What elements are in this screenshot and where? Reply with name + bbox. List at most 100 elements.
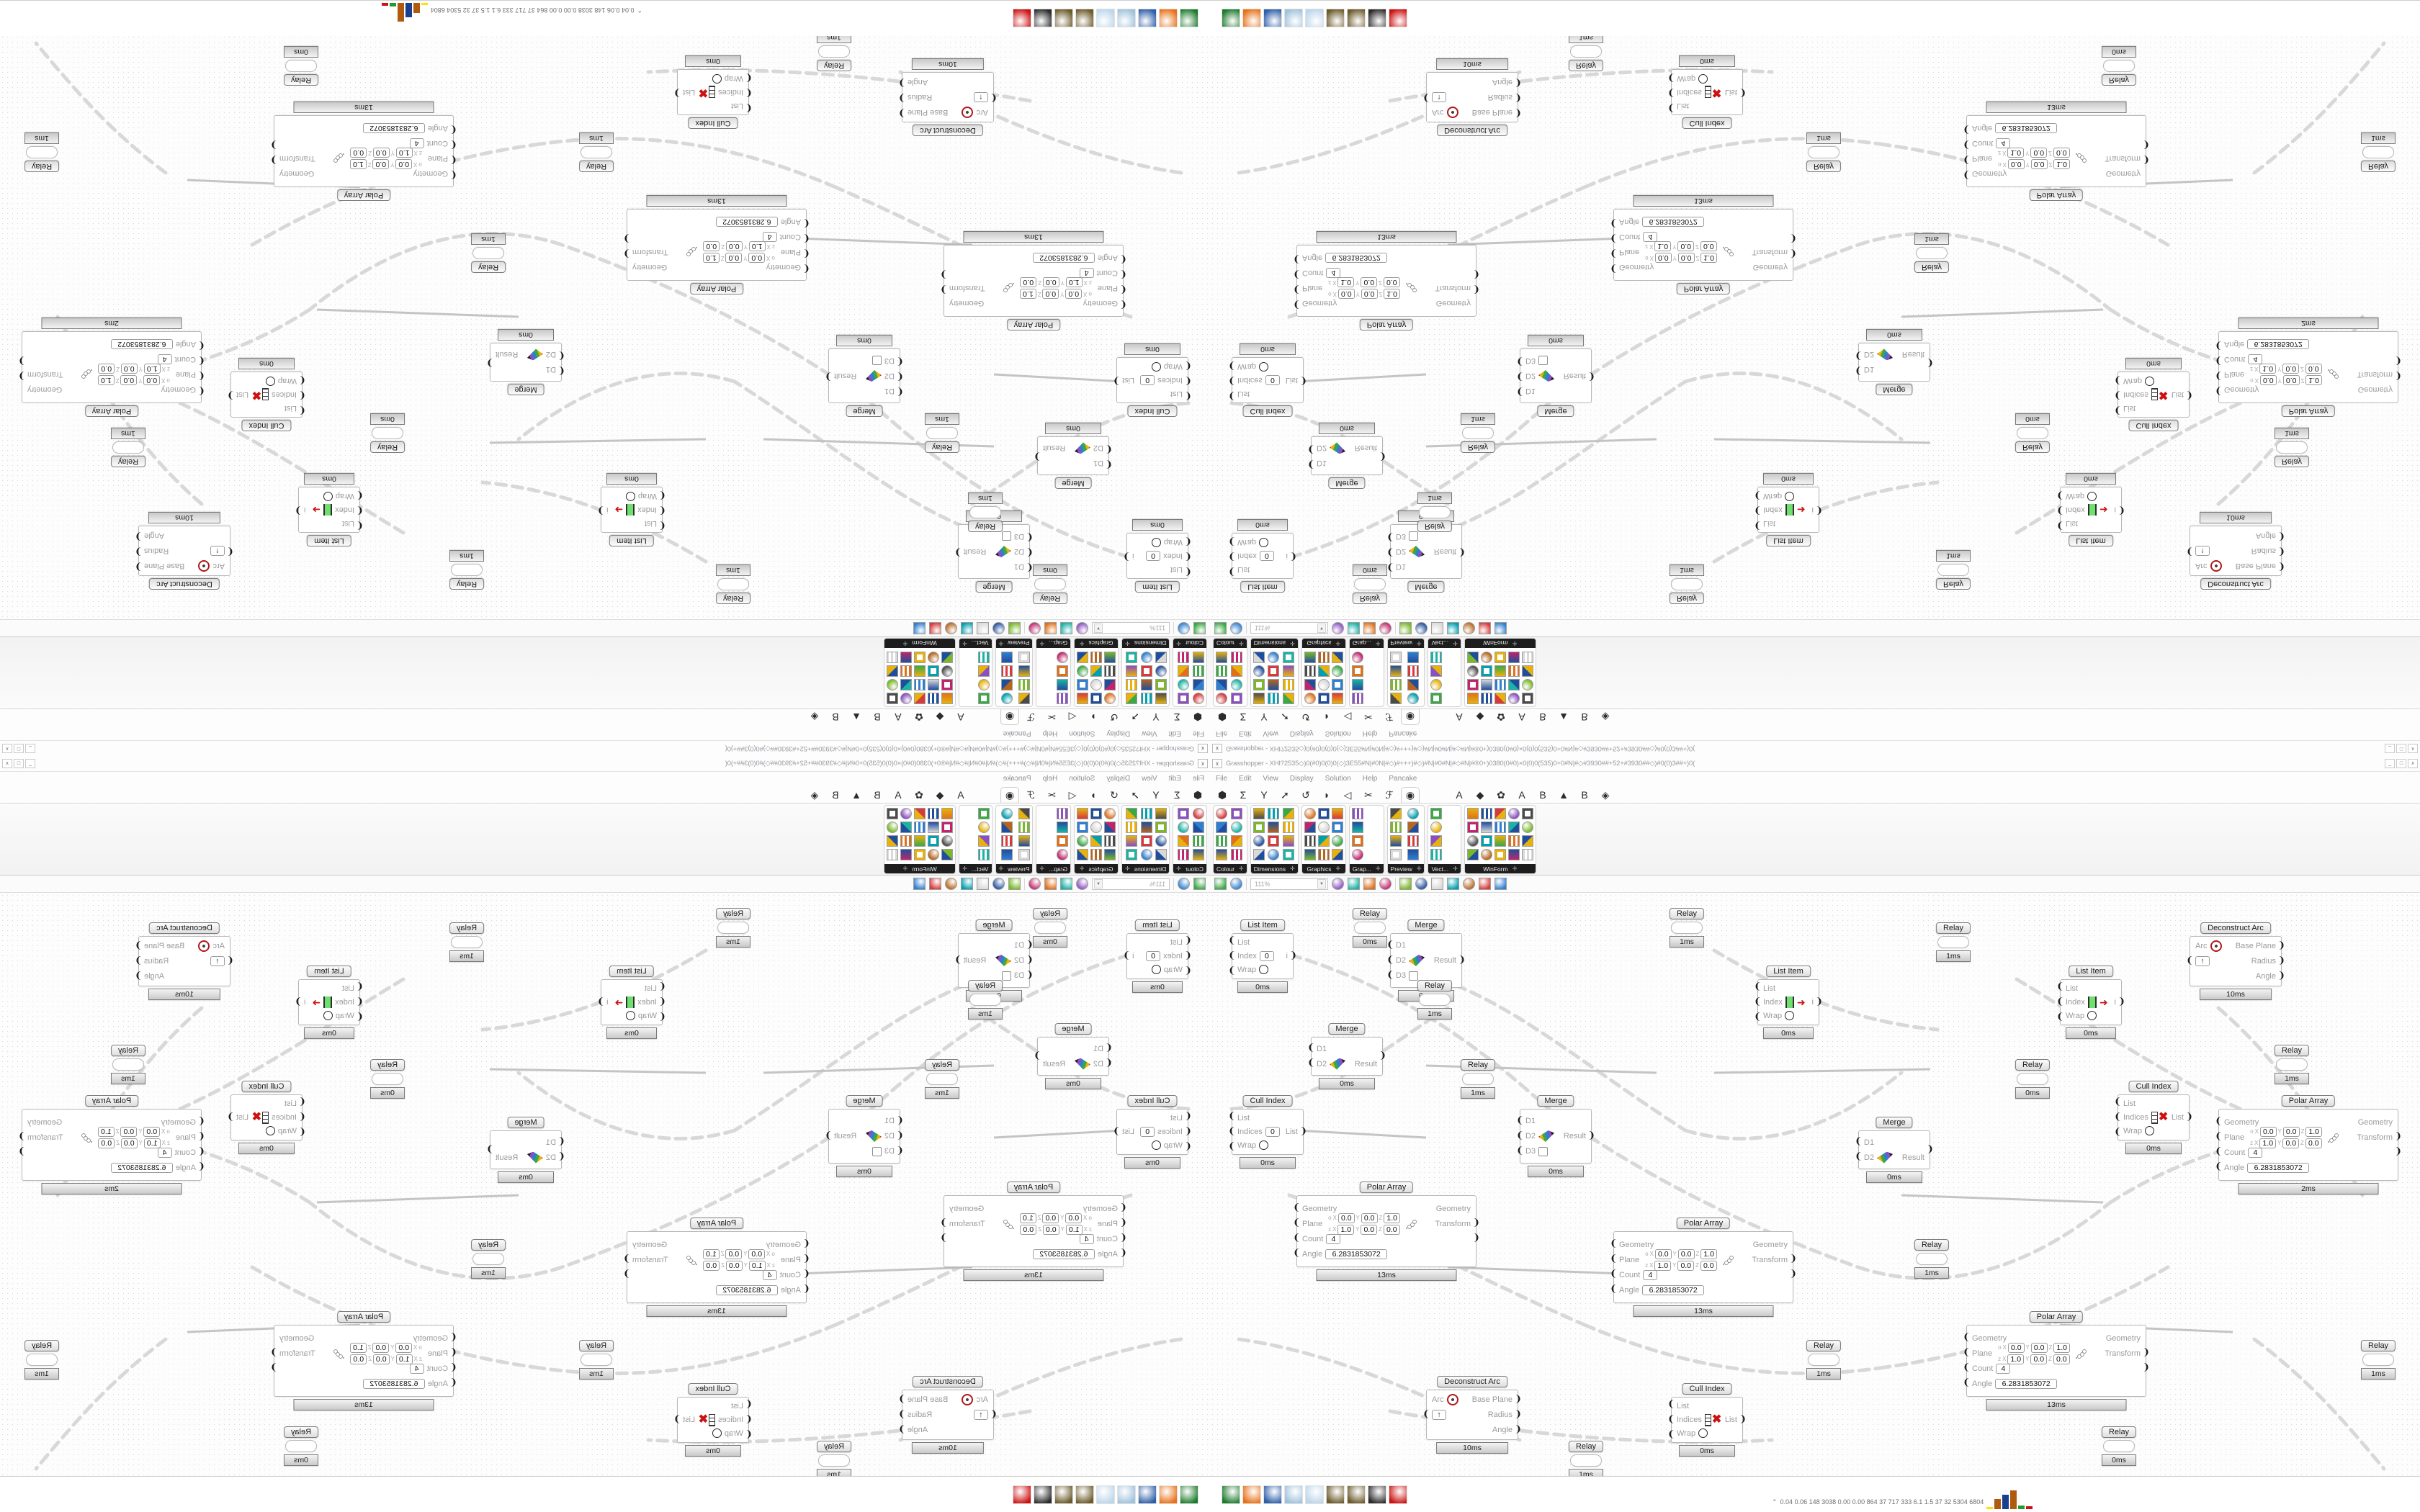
panel-label[interactable]: Colour ✛ <box>1173 639 1206 648</box>
component-caption[interactable]: Merge <box>1054 477 1092 489</box>
ribbon-kangaroo-tab[interactable]: ◈ <box>810 788 819 801</box>
gh-relay-relay-1-0[interactable]: Relay 0ms <box>1032 564 1068 604</box>
balloon-icon[interactable] <box>1479 622 1491 634</box>
taskbar-item-script-icon[interactable] <box>1284 1485 1303 1504</box>
ribbon-image-tab[interactable]: ▲ <box>851 711 861 723</box>
boolean-toggle[interactable] <box>1259 1140 1269 1151</box>
component-caption[interactable]: Merge <box>846 405 883 417</box>
output-port[interactable]: ❩ <box>2277 940 2285 951</box>
output-port[interactable]: ❩ <box>2394 1131 2402 1142</box>
gh-component-polar-array-4[interactable]: Polar Array Geometry Geometry Plane o X 0.0 Y 0.… <box>270 1311 457 1410</box>
output-port[interactable]: ❩ <box>1379 1050 1386 1061</box>
gh-relay-relay-4-7[interactable]: Relay 1ms <box>470 1239 506 1279</box>
maximize-button[interactable]: □ <box>2396 759 2406 768</box>
output-port[interactable]: ❩ <box>270 154 278 165</box>
input-port[interactable]: ❨ <box>802 248 810 258</box>
relay-caption[interactable]: Relay <box>449 922 485 934</box>
panel-label[interactable]: Preview ✛ <box>1387 639 1425 648</box>
component-body[interactable]: D1 D2 Result ❨ ❨ ❩ <box>1034 436 1113 475</box>
bake-icon[interactable] <box>1363 622 1376 634</box>
output-port[interactable]: ❩ <box>1299 375 1307 387</box>
menu-item-pancake[interactable]: Pancake <box>1389 774 1417 783</box>
value-field[interactable]: 0 <box>1259 551 1274 561</box>
component-caption[interactable]: Merge <box>1537 1095 1574 1107</box>
component-caption[interactable]: Merge <box>507 384 544 395</box>
plane-value[interactable]: 1.0 <box>1384 1212 1400 1223</box>
boolean-toggle[interactable] <box>2145 1126 2155 1136</box>
panel-expand-icon[interactable]: ✛ <box>1512 865 1518 872</box>
input-port[interactable]: ❨ <box>802 1254 810 1264</box>
relay-pill[interactable] <box>1570 1454 1602 1467</box>
panel-label[interactable]: Vect... ✛ <box>959 639 992 648</box>
ribbon-tab-strip[interactable]: ⬢ Σ Y ➚ ↺ ◗ ◁ ✂ ℱ ◉ A ◆ ✿ A B ▲ B ◈ <box>0 785 1210 804</box>
relay-caption[interactable]: Relay <box>24 1340 60 1351</box>
taskbar-item-script-icon[interactable] <box>1284 9 1303 28</box>
gh-component-list-item-2[interactable]: List Item List Index ➜ i Wrap ❨ ❨ ❨ ❩ 0ms <box>1754 966 1823 1039</box>
relay-pill[interactable] <box>818 45 850 58</box>
output-port[interactable]: ❩ <box>673 87 681 99</box>
gh-component-cull-index-1-b[interactable]: Cull Index List Indices ✖ List Wrap ❨ ❨ ❨ ❩ 0ms <box>2114 358 2193 431</box>
output-port[interactable]: ❩ <box>18 355 26 366</box>
value-field[interactable]: 0 <box>1146 551 1161 561</box>
relay-pill[interactable] <box>717 578 749 590</box>
ribbon-cloud-tab[interactable]: ✿ <box>915 788 923 801</box>
gh-relay-relay-2-9[interactable]: Relay 1ms <box>816 1441 852 1480</box>
panel-label[interactable]: Vect... ✛ <box>1428 864 1461 873</box>
plane-value[interactable]: 0.0 <box>2030 1354 2048 1364</box>
panel-expand-icon[interactable]: ✛ <box>1335 640 1341 647</box>
component-body[interactable]: Geometry Geometry Plane o X 0.0 Y 0.0 Z 1.0 z X 1.0 Y… <box>18 331 205 403</box>
cluster-icon[interactable] <box>1028 878 1041 890</box>
panel-label[interactable]: WinForm ✛ <box>1464 639 1536 648</box>
component-body[interactable]: Geometry Geometry Plane o X 0.0 Y 0.0 Z 1.0 z X 1.0 Y… <box>1293 1195 1480 1267</box>
input-port[interactable]: ❨ <box>1386 954 1394 966</box>
taskbar-item-walnut-icon[interactable] <box>1054 9 1073 28</box>
input-port[interactable]: ❨ <box>1293 284 1301 294</box>
relay-pill[interactable] <box>451 564 483 576</box>
component-body[interactable]: Arc Base Plane ↑ Radius Angle ❨ ❩ ❩ ❩ <box>135 526 234 576</box>
input-port[interactable]: ❨ <box>745 72 753 84</box>
input-port[interactable]: ❨ <box>1293 1248 1301 1259</box>
plane-value[interactable]: 0.0 <box>2282 1138 2300 1148</box>
gift-box-icon[interactable] <box>945 622 957 634</box>
input-port[interactable]: ❨ <box>802 263 810 274</box>
component-body[interactable]: List Index ➜ i Wrap ❨ ❨ ❨ ❩ <box>1754 487 1823 533</box>
input-port[interactable]: ❨ <box>557 1136 565 1147</box>
output-port[interactable]: ❩ <box>1815 996 1823 1007</box>
output-port[interactable]: ❩ <box>1789 233 1797 243</box>
gh-component-polar-array-2[interactable]: Polar Array Geometry Geometry Plane o X 0.0 Y 0.… <box>1293 231 1480 330</box>
taskbar-item-pen-tool-icon[interactable] <box>1368 1485 1386 1504</box>
chevron-down-icon[interactable]: ▼ <box>1317 624 1326 633</box>
ribbon-pancake-tab[interactable]: ◆ <box>1476 788 1484 801</box>
ribbon-params-tab[interactable]: ⬢ <box>1193 711 1203 724</box>
menu-item-display[interactable]: Display <box>1106 729 1131 738</box>
taskbar-item-script-icon[interactable] <box>1117 9 1136 28</box>
input-port[interactable]: ❨ <box>1228 551 1236 562</box>
output-port[interactable]: ❩ <box>2277 970 2285 981</box>
relay-pill[interactable] <box>2103 60 2135 72</box>
input-port[interactable]: ❨ <box>1119 1248 1127 1259</box>
input-port[interactable]: ❨ <box>1228 950 1236 961</box>
plane-value[interactable]: 0.0 <box>2030 159 2048 170</box>
value-field[interactable]: 6.2831853072 <box>362 123 425 134</box>
input-port[interactable]: ❨ <box>745 1413 753 1425</box>
input-port[interactable]: ❨ <box>226 546 234 557</box>
gh-component-list-item-2[interactable]: List Item List Index ➜ i Wrap ❨ ❨ ❨ ❩ 0ms <box>597 473 666 546</box>
value-field[interactable]: 4 <box>1079 1233 1094 1244</box>
input-port[interactable]: ❨ <box>2056 520 2064 531</box>
plane-value[interactable]: 1.0 <box>1020 289 1036 300</box>
component-caption[interactable]: List Item <box>1135 581 1180 593</box>
component-caption[interactable]: List Item <box>2069 966 2113 977</box>
gh-relay-relay-1-8[interactable]: Relay 0ms <box>283 1426 319 1466</box>
boolean-toggle[interactable] <box>2087 491 2097 501</box>
relay-pill[interactable] <box>1462 1073 1494 1085</box>
gh-component-merge-2[interactable]: Merge D1 D2 Result ❨ ❨ ❩ 0ms <box>1307 1023 1386 1089</box>
system-menu-icon[interactable]: x <box>1198 744 1208 753</box>
component-body[interactable]: List Index ➜ i Wrap ❨ ❨ ❨ ❩ <box>1754 979 1823 1025</box>
ribbon-pancake-tab[interactable]: ◆ <box>936 788 944 801</box>
output-port[interactable]: ❩ <box>2118 505 2125 516</box>
input-port[interactable]: ❨ <box>1963 1377 1971 1388</box>
ribbon-sets-tab[interactable]: Y <box>1152 789 1160 801</box>
relay-caption[interactable]: Relay <box>1935 578 1971 590</box>
scribble-icon[interactable] <box>1494 622 1507 634</box>
input-port[interactable]: ❨ <box>1386 531 1394 543</box>
